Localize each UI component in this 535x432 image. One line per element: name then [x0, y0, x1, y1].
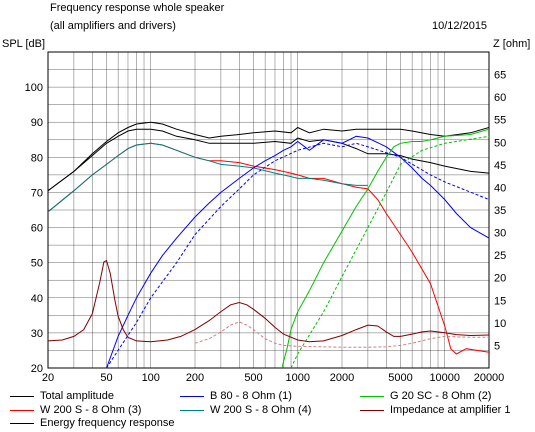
legend-label: Total amplitude	[40, 390, 114, 402]
legend-swatch	[180, 409, 204, 411]
chart-date: 10/12/2015	[432, 20, 488, 32]
legend-swatch	[10, 396, 34, 397]
left-axis-label: SPL [dB]	[2, 38, 46, 50]
right-tick-label: 20	[494, 273, 506, 285]
series-line	[194, 321, 489, 348]
legend-swatch	[180, 396, 204, 397]
chart-subtitle: (all amplifiers and drivers)	[50, 20, 176, 32]
x-tick-label: 20	[42, 372, 54, 384]
legend-swatch	[360, 396, 384, 397]
right-tick-label: 60	[494, 92, 506, 104]
legend-swatch	[10, 423, 34, 424]
left-tick-label: 70	[31, 187, 43, 199]
right-tick-label: 35	[494, 205, 506, 217]
x-tick-label: 2000	[330, 372, 354, 384]
left-tick-label: 30	[31, 328, 43, 340]
x-tick-label: 100	[142, 372, 160, 384]
left-tick-label: 50	[31, 258, 43, 270]
right-tick-label: 15	[494, 295, 506, 307]
left-tick-label: 40	[31, 293, 43, 305]
series-line	[281, 128, 489, 368]
right-tick-label: 5	[494, 340, 500, 352]
series-line	[48, 121, 489, 192]
left-tick-label: 80	[31, 152, 43, 164]
series-line	[48, 259, 489, 343]
x-tick-label: 1000	[286, 372, 310, 384]
series-line	[106, 135, 489, 368]
x-tick-label: 20000	[474, 372, 505, 384]
left-tick-label: 90	[31, 117, 43, 129]
right-tick-label: 25	[494, 250, 506, 262]
series-line	[106, 142, 489, 368]
legend-label: Energy frequency response	[40, 417, 175, 429]
right-tick-label: 10	[494, 318, 506, 330]
right-tick-label: 45	[494, 160, 506, 172]
series-line	[48, 142, 368, 213]
legend-label: W 200 S - 8 Ohm (3)	[40, 403, 142, 416]
series-line	[48, 128, 489, 192]
legend-swatch	[10, 409, 34, 411]
legend-label: W 200 S - 8 Ohm (4)	[210, 403, 312, 416]
legend-label: G 20 SC - 8 Ohm (2)	[390, 390, 492, 402]
series-line	[290, 135, 489, 368]
right-tick-label: 55	[494, 115, 506, 127]
right-tick-label: 50	[494, 137, 506, 149]
x-tick-label: 10000	[429, 372, 460, 384]
legend-label: B 80 - 8 Ohm (1)	[210, 390, 292, 402]
left-tick-label: 100	[25, 82, 43, 94]
legend-label: Impedance at amplifier 1	[390, 403, 511, 416]
legend-swatch	[360, 409, 384, 411]
x-tick-label: 200	[186, 372, 204, 384]
right-tick-label: 30	[494, 228, 506, 240]
left-tick-label: 20	[31, 363, 43, 375]
chart-title: Frequency response whole speaker	[50, 2, 225, 14]
x-tick-label: 500	[244, 372, 262, 384]
x-tick-label: 50	[100, 372, 112, 384]
x-tick-label: 5000	[388, 372, 412, 384]
left-tick-label: 60	[31, 223, 43, 235]
right-axis-label: Z [ohm]	[493, 38, 531, 50]
right-tick-label: 65	[494, 70, 506, 82]
right-tick-label: 40	[494, 182, 506, 194]
